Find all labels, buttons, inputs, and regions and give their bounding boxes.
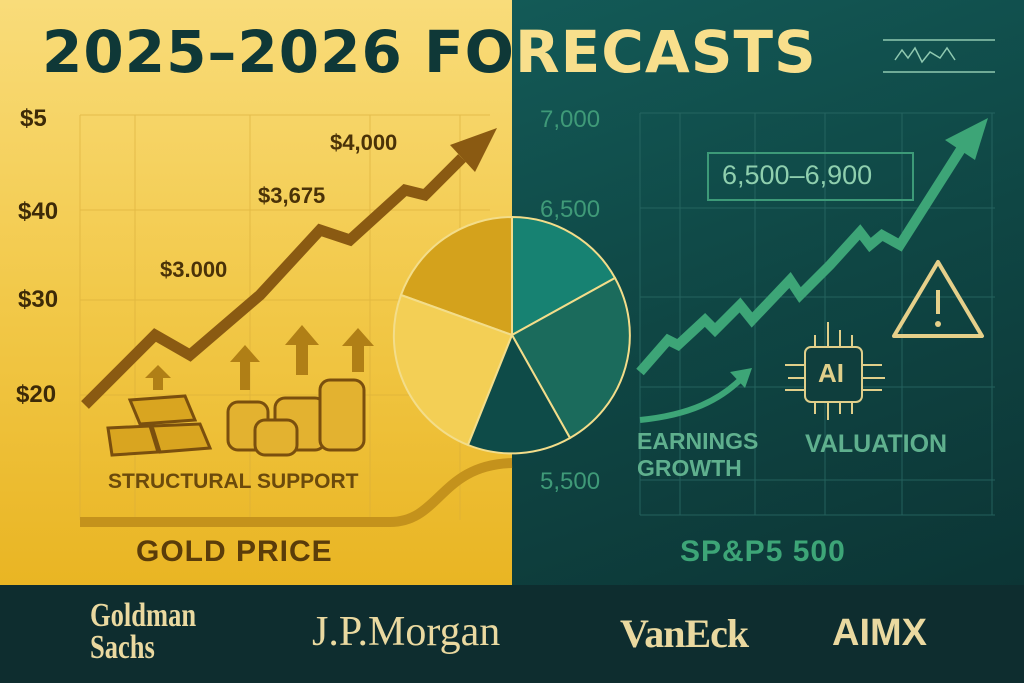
pie-slice-teal-1 <box>511 215 617 337</box>
aimx-logo: AIMX <box>832 612 927 654</box>
graphics <box>79 39 995 527</box>
mini-chart-icon <box>883 39 995 73</box>
vaneck-logo: VanEck <box>620 611 749 656</box>
jpmorgan-logo: J.P.Morgan <box>312 609 501 655</box>
gold-ytick: $20 <box>16 381 57 408</box>
pie-slice-teal-2 <box>510 276 631 440</box>
gold-label: $3,675 <box>258 183 326 208</box>
earnings-text: EARNINGS <box>637 428 759 454</box>
spx-title: SP&P5 500 <box>680 535 846 568</box>
gold-title: GOLD PRICE <box>136 535 333 568</box>
warning-icon <box>892 260 984 338</box>
spx-ytick: 7,000 <box>540 106 601 133</box>
support-curve <box>80 458 513 527</box>
gold-ytick: $40 <box>18 198 59 225</box>
valuation-label: VALUATION <box>805 430 948 458</box>
gold-bars-icon <box>106 394 213 457</box>
goldman-sachs-logo: Goldman Sachs <box>90 597 197 666</box>
spx-ytick: 6,500 <box>540 196 601 223</box>
gold-ytick: $5 <box>20 105 47 132</box>
gold-arrowhead-icon <box>450 128 497 172</box>
ai-chip-icon <box>785 322 885 420</box>
pie-slice-teal-3 <box>466 332 572 455</box>
gold-label: $4,000 <box>330 130 398 155</box>
spx-trend-line <box>636 132 975 376</box>
gold-label: $3.000 <box>160 257 228 282</box>
spx-grid <box>639 112 995 516</box>
earnings-growth-label: EARNINGS GROWTH <box>637 428 758 482</box>
ai-label: AI <box>818 358 844 388</box>
gold-trend-line <box>81 154 466 409</box>
logo-band <box>0 585 1024 683</box>
coins-icon <box>226 378 366 457</box>
logo-text: Sachs <box>90 629 155 666</box>
spx-arrowhead-icon <box>945 118 988 160</box>
range-label: 6,500–6,900 <box>722 160 873 190</box>
growth-text: GROWTH <box>637 455 742 481</box>
page-title: 2025–2026 FORECASTS <box>0 18 1024 86</box>
support-label: STRUCTURAL SUPPORT <box>108 470 359 493</box>
pie-chart <box>392 215 631 455</box>
spx-ytick: 5,500 <box>540 468 601 495</box>
pie-slice-gold-dark <box>399 215 513 337</box>
range-box <box>707 152 914 201</box>
up-arrow-icon <box>145 325 374 390</box>
gold-ytick: $30 <box>18 286 59 313</box>
logo-text: Goldman <box>90 597 197 634</box>
earnings-arrow-icon <box>639 375 745 423</box>
